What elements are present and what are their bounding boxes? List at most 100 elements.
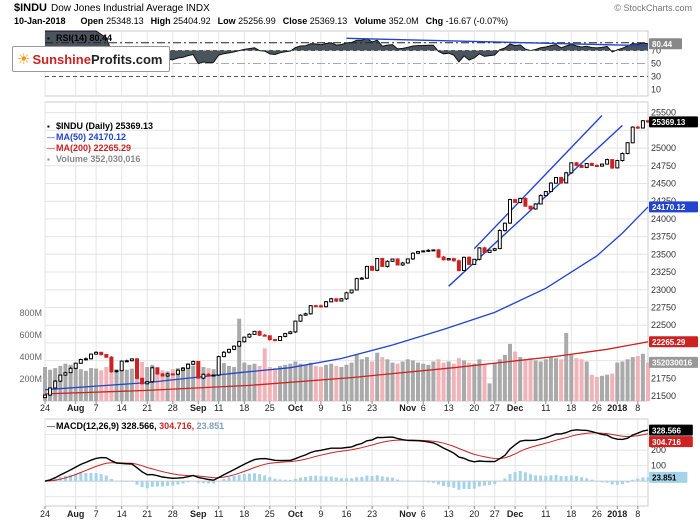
stockcharts-credit-link[interactable]: © StockCharts.com <box>614 3 692 13</box>
svg-text:200: 200 <box>651 445 666 455</box>
svg-text:24: 24 <box>40 403 50 413</box>
svg-text:Dec: Dec <box>507 403 524 413</box>
ma50-icon: — <box>47 133 55 142</box>
legend-volume: ▪ Volume 352,030,016 <box>47 154 141 164</box>
svg-text:24000: 24000 <box>651 214 676 224</box>
svg-text:Aug: Aug <box>67 403 85 413</box>
svg-text:23250: 23250 <box>651 267 676 277</box>
svg-text:800M: 800M <box>19 308 42 318</box>
quote-date: 10-Jan-2018 <box>14 16 66 26</box>
svg-text:23750: 23750 <box>651 232 676 242</box>
legend-price-series: ▪ $INDU (Daily) 25369.13 <box>47 121 154 131</box>
svg-text:21500: 21500 <box>651 391 676 401</box>
svg-text:200M: 200M <box>19 374 42 384</box>
svg-text:328.566: 328.566 <box>652 426 681 435</box>
svg-text:16: 16 <box>341 509 351 519</box>
price-legend: ▪ $INDU (Daily) 25369.13 —MA(50) 24170.12—… <box>47 121 153 165</box>
svg-text:21: 21 <box>142 509 152 519</box>
volume-icon: ▪ <box>47 155 50 164</box>
quote-value-high: 25404.92 <box>170 16 211 26</box>
svg-text:24500: 24500 <box>651 179 676 189</box>
svg-text:20: 20 <box>469 509 479 519</box>
svg-text:23500: 23500 <box>651 249 676 259</box>
svg-text:22500: 22500 <box>651 320 676 330</box>
svg-text:13: 13 <box>444 403 454 413</box>
svg-text:8: 8 <box>635 509 640 519</box>
svg-text:23000: 23000 <box>651 285 676 295</box>
svg-text:6: 6 <box>421 403 426 413</box>
svg-text:7: 7 <box>94 403 99 413</box>
rsi-legend: ▪ RSI(14) 80.44 <box>47 33 112 44</box>
svg-text:20: 20 <box>469 403 479 413</box>
svg-text:9: 9 <box>318 403 323 413</box>
price-series-icon: ▪ <box>47 122 50 131</box>
quote-value-volume: 352.0M <box>386 16 419 26</box>
svg-text:70: 70 <box>651 46 661 56</box>
svg-text:25500: 25500 <box>651 108 676 118</box>
quote-label-volume: Volume <box>354 16 387 26</box>
svg-text:23: 23 <box>367 403 377 413</box>
rsi-series-icon: ▪ <box>47 34 50 43</box>
svg-text:7: 7 <box>94 509 99 519</box>
symbol: $INDU <box>14 2 48 14</box>
svg-text:50: 50 <box>651 59 661 69</box>
svg-text:11: 11 <box>541 403 550 413</box>
svg-text:24: 24 <box>40 509 50 519</box>
svg-text:22265.29: 22265.29 <box>652 338 686 347</box>
svg-text:28: 28 <box>168 509 178 519</box>
svg-text:18: 18 <box>239 403 249 413</box>
logo-text-sunshine: Sunshine <box>32 51 91 67</box>
svg-text:26: 26 <box>592 403 602 413</box>
svg-text:23: 23 <box>367 509 377 519</box>
svg-text:26: 26 <box>592 509 602 519</box>
svg-text:2018: 2018 <box>607 509 627 519</box>
quote-label-low: Low <box>217 16 236 26</box>
svg-text:600M: 600M <box>19 330 42 340</box>
svg-text:25369.13: 25369.13 <box>652 118 686 127</box>
svg-text:18: 18 <box>566 403 576 413</box>
quote-label-high: High <box>150 16 171 26</box>
svg-text:2018: 2018 <box>607 403 627 413</box>
svg-text:352030016: 352030016 <box>652 359 693 368</box>
svg-text:11: 11 <box>541 509 550 519</box>
svg-text:304.716: 304.716 <box>652 438 681 447</box>
svg-text:28: 28 <box>168 403 178 413</box>
svg-text:27: 27 <box>490 403 500 413</box>
chart-title: Dow Jones Industrial Average INDX <box>51 3 210 14</box>
svg-text:100: 100 <box>651 461 666 471</box>
svg-text:24170.12: 24170.12 <box>652 203 686 212</box>
svg-text:23.851: 23.851 <box>652 474 677 483</box>
svg-text:25: 25 <box>265 403 275 413</box>
svg-text:Sep: Sep <box>190 509 207 519</box>
svg-text:11: 11 <box>214 403 223 413</box>
svg-text:Nov: Nov <box>399 509 416 519</box>
svg-text:24750: 24750 <box>651 161 676 171</box>
svg-text:21750: 21750 <box>651 373 676 383</box>
legend-ma50: —MA(50) 24170.12 <box>47 132 127 142</box>
ma200-icon: — <box>47 144 55 153</box>
svg-text:13: 13 <box>444 509 454 519</box>
quote-label-close: Close <box>282 16 308 26</box>
svg-text:22750: 22750 <box>651 303 676 313</box>
sun-icon: ☀ <box>17 50 31 68</box>
quote-value-low: 25256.99 <box>235 16 276 26</box>
rsi-legend-label: RSI(14) 80.44 <box>56 33 113 43</box>
macd-legend: —MACD(12,26,9) 328.566, 304.716, 23.851 <box>47 421 225 431</box>
svg-text:9: 9 <box>318 509 323 519</box>
legend-ma200: —MA(200) 22265.29 <box>47 143 132 153</box>
svg-text:Oct: Oct <box>288 509 303 519</box>
svg-text:6: 6 <box>421 509 426 519</box>
svg-text:25000: 25000 <box>651 143 676 153</box>
svg-text:16: 16 <box>341 403 351 413</box>
quote-value-close: 25369.13 <box>307 16 348 26</box>
quote-label-chg: Chg <box>425 16 444 26</box>
macd-line-icon: — <box>47 422 55 431</box>
svg-text:25: 25 <box>265 509 275 519</box>
chart-header: $INDU Dow Jones Industrial Average INDX <box>14 2 210 14</box>
svg-text:400M: 400M <box>19 352 42 362</box>
svg-text:18: 18 <box>239 509 249 519</box>
svg-text:24250: 24250 <box>651 196 676 206</box>
svg-text:8: 8 <box>635 403 640 413</box>
svg-text:Nov: Nov <box>399 403 416 413</box>
